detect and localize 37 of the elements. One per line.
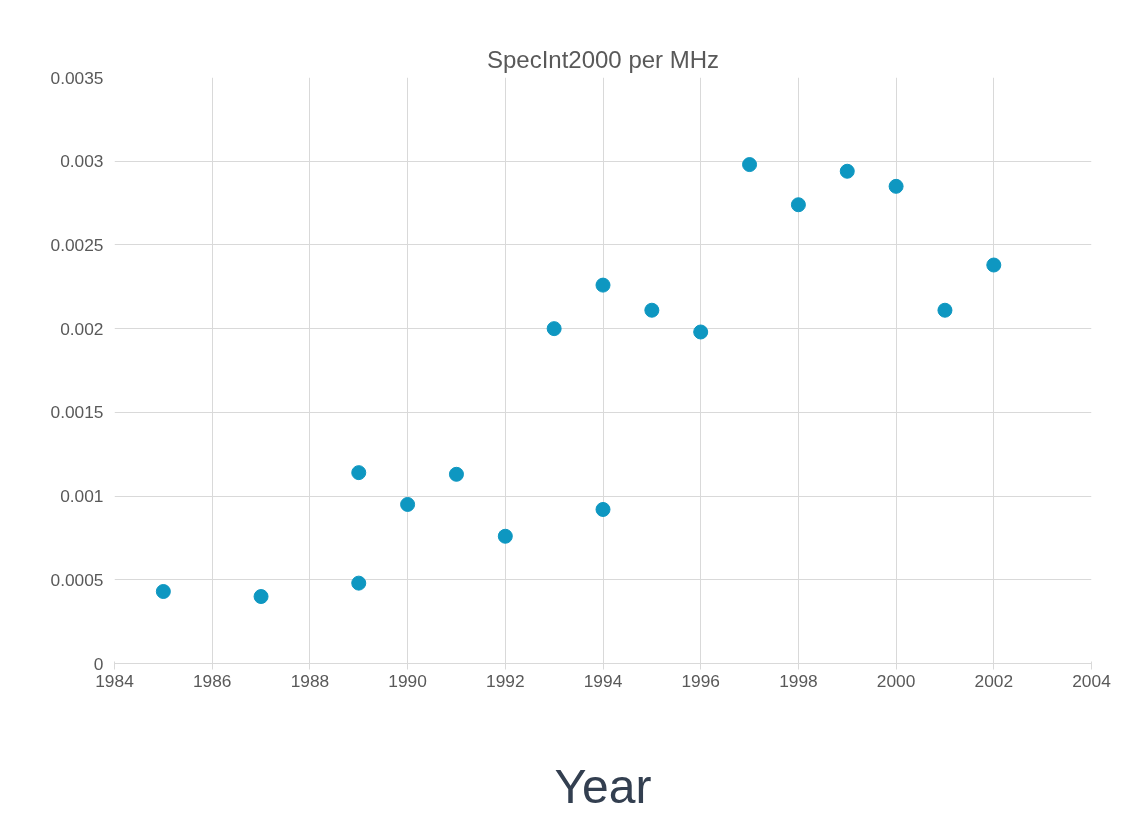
y-tick-label: 0.0025 [50,234,104,255]
x-tick-label: 1988 [290,670,330,691]
x-tick-label: 2002 [974,670,1014,691]
point [839,163,855,179]
x-tick-label: 2004 [1072,670,1112,691]
x-tick-label: 1992 [486,670,525,691]
y-tick-label: 0.0035 [50,67,104,88]
y-tick-label: 0.003 [60,151,104,172]
point [351,575,367,591]
point [742,157,758,173]
point [595,277,611,293]
y-tick-label: 0.002 [60,318,104,339]
x-tick-label: 1990 [388,670,427,691]
point [888,178,904,194]
point [644,302,660,318]
x-tick-label: 1986 [192,670,232,691]
y-tick-label: 0.0005 [50,569,104,590]
point [448,466,464,482]
point [400,496,416,512]
x-tick-label: 1994 [583,670,623,691]
y-tick-label: 0.001 [60,486,104,507]
point [595,501,611,517]
point [253,589,269,605]
y-tick-label: 0.0015 [50,402,104,423]
chart-title: SpecInt2000 per MHz [486,45,720,73]
point [937,302,953,318]
point [155,584,171,599]
point [790,197,806,213]
point [986,257,1002,273]
point [351,465,367,481]
x-tick-label: 2000 [876,670,916,691]
x-tick-label: 1998 [779,670,818,691]
point [497,528,513,544]
point [693,324,709,340]
point [546,321,562,337]
x-axis-title: Year [554,759,652,813]
x-tick-label: 1996 [681,670,720,691]
